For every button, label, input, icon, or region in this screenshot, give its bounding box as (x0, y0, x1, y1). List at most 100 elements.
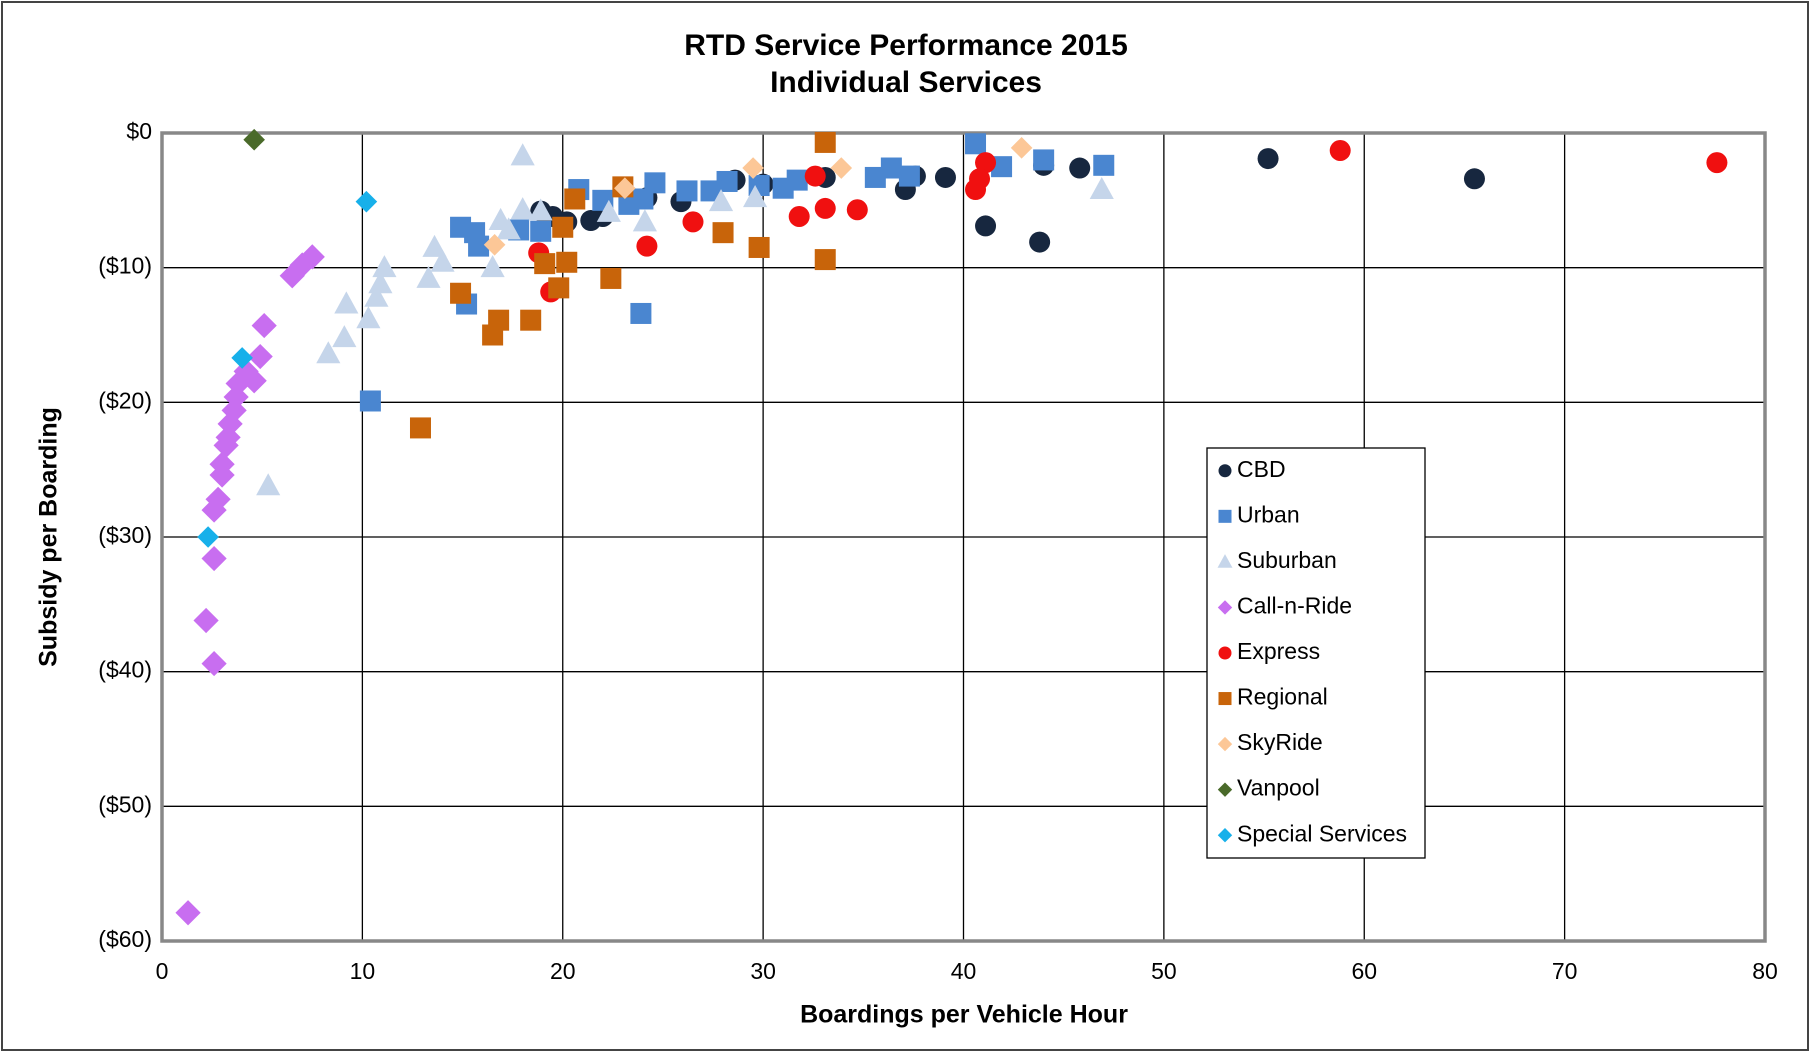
point (644, 172, 666, 194)
legend-marker (1217, 600, 1233, 615)
point (483, 233, 506, 256)
point (223, 384, 249, 410)
legend-label: Regional (1237, 684, 1328, 710)
point (409, 417, 431, 439)
legend-marker (1218, 646, 1232, 660)
legend-label: Express (1237, 638, 1320, 664)
point (316, 341, 341, 364)
legend-label: Special Services (1237, 820, 1407, 846)
point (1069, 157, 1091, 179)
point (716, 170, 738, 192)
point (1093, 154, 1115, 176)
point (530, 220, 552, 242)
point (676, 180, 698, 202)
point (814, 131, 836, 153)
point (712, 222, 734, 244)
point (632, 209, 657, 232)
point (520, 309, 542, 331)
point (496, 217, 521, 240)
point (243, 128, 265, 151)
y-tick-label: ($50) (98, 791, 152, 817)
point (814, 249, 836, 271)
point (548, 277, 570, 299)
point (251, 312, 277, 339)
legend-marker (1217, 782, 1233, 797)
point (1010, 137, 1033, 159)
point (332, 325, 357, 348)
y-tick-label: ($20) (98, 387, 152, 413)
point (1033, 149, 1055, 171)
x-tick-label: 80 (1752, 958, 1778, 984)
x-tick-label: 60 (1351, 958, 1377, 984)
legend-label: Call-n-Ride (1237, 593, 1352, 619)
point (1706, 152, 1728, 174)
point (708, 189, 734, 212)
y-tick-label: ($10) (98, 253, 152, 279)
point (772, 177, 794, 199)
point (682, 211, 704, 233)
point (630, 302, 652, 324)
point (864, 166, 886, 188)
point (355, 190, 378, 213)
x-axis-label: Boardings per Vehicle Hour (800, 1001, 1128, 1029)
y-tick-label: ($30) (98, 522, 152, 548)
point (510, 197, 535, 220)
point (975, 152, 997, 174)
legend-marker (1217, 554, 1233, 568)
point (743, 185, 768, 208)
point (201, 545, 227, 572)
point (534, 253, 556, 275)
x-tick-label: 20 (550, 958, 576, 984)
y-axis-label: Subsidy per Boarding (35, 407, 63, 667)
point (201, 497, 227, 523)
point (480, 255, 505, 278)
point (231, 347, 253, 369)
point (700, 180, 722, 202)
point (814, 197, 836, 219)
legend-label: Vanpool (1237, 775, 1320, 801)
point (580, 210, 602, 232)
point (1329, 140, 1351, 162)
point (247, 343, 273, 370)
point (1257, 148, 1279, 170)
y-tick-label: ($40) (98, 657, 152, 683)
point (596, 199, 621, 222)
point (422, 234, 447, 257)
point (1463, 168, 1485, 190)
point (510, 143, 535, 166)
point (209, 462, 235, 488)
point (197, 526, 219, 548)
legend-marker (1218, 509, 1232, 523)
point (552, 216, 574, 238)
point (528, 198, 553, 221)
legend-marker (1217, 736, 1233, 752)
point (846, 199, 868, 221)
chart-title: RTD Service Performance 2015 (684, 29, 1128, 62)
point (934, 166, 956, 188)
point (368, 271, 393, 294)
x-tick-label: 50 (1151, 958, 1177, 984)
point (830, 157, 853, 179)
x-tick-label: 0 (156, 958, 169, 984)
legend-label: CBD (1237, 456, 1286, 482)
y-tick-label: $0 (126, 118, 152, 144)
point (356, 306, 381, 329)
x-tick-label: 70 (1552, 958, 1578, 984)
point (1089, 176, 1114, 200)
legend-label: Urban (1237, 501, 1300, 527)
legend-marker (1218, 692, 1232, 706)
x-tick-label: 10 (350, 958, 376, 984)
x-tick-label: 30 (750, 958, 776, 984)
point (334, 291, 359, 314)
plot-border (160, 131, 1767, 943)
point (430, 249, 455, 272)
point (636, 235, 658, 257)
legend-label: Suburban (1237, 547, 1337, 573)
point (201, 650, 227, 677)
point (468, 235, 490, 257)
point (975, 215, 997, 237)
point (372, 255, 397, 278)
point (742, 157, 764, 179)
point (600, 267, 622, 289)
